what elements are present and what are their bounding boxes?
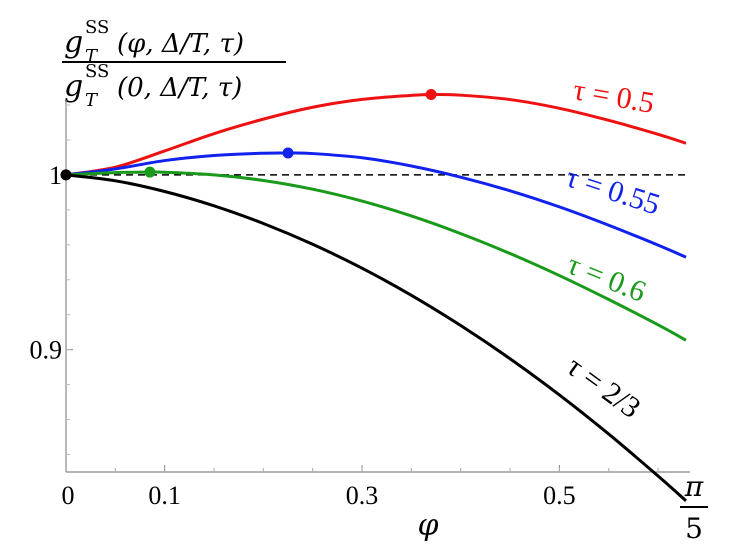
- x-tick-label-1: 0.1: [148, 481, 181, 510]
- y-label-num-sup: SS: [85, 17, 109, 38]
- y-label-den-g: g: [64, 69, 83, 104]
- x-end-denominator: 5: [685, 512, 703, 545]
- axis-ticks: [65, 104, 659, 472]
- y-label-num-args: (φ, Δ/T, τ): [117, 29, 244, 59]
- y-tick-label-1: 0.9: [30, 336, 63, 365]
- series-line-3: [65, 173, 687, 502]
- tick-labels: 0 0.1 0.3 0.5 1 0.9: [30, 161, 576, 510]
- series-group: [60, 88, 687, 502]
- y-label-den-sup: SS: [85, 61, 109, 82]
- x-end-label: π 5: [680, 470, 708, 545]
- y-label-den-args: (0, Δ/T, τ): [117, 73, 242, 103]
- svg-text:g: g: [64, 25, 83, 60]
- x-tick-label-2: 0.3: [346, 481, 379, 510]
- y-axis-label: g SS T (φ, Δ/T, τ) g SS T (0, Δ/T, τ): [62, 17, 286, 111]
- series-marker-3: [60, 169, 72, 181]
- series-marker-0: [425, 88, 437, 100]
- series-marker-2: [144, 166, 156, 178]
- x-tick-label-3: 0.5: [543, 481, 576, 510]
- series-line-0: [65, 92, 687, 177]
- y-tick-label-0: 1: [49, 161, 62, 190]
- y-label-num-g: g: [64, 25, 83, 60]
- series-line-1: [65, 151, 687, 259]
- series-marker-1: [282, 147, 294, 159]
- curve-label-tau-2-3: τ = 2/3: [561, 350, 647, 425]
- y-label-den-sub: T: [85, 90, 99, 111]
- x-axis-label: φ: [417, 508, 438, 543]
- x-end-numerator: π: [684, 470, 704, 503]
- x-tick-label-0: 0: [62, 481, 75, 510]
- curve-labels: τ = 0.5 τ = 0.55 τ = 0.6 τ = 2/3: [561, 73, 664, 425]
